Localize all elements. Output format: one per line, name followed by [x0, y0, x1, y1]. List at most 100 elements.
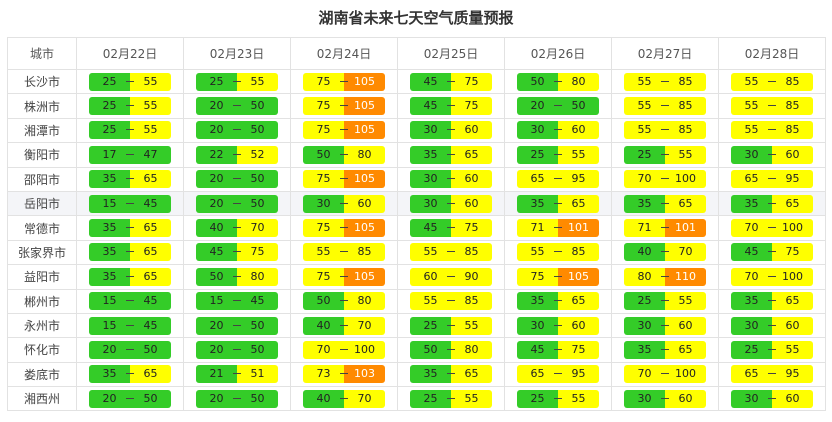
aqi-high-value: 101	[558, 219, 599, 238]
aqi-cell: 35 65	[76, 264, 184, 290]
aqi-high-value: 80	[558, 72, 599, 91]
aqi-range-badge: 15 45	[89, 316, 171, 335]
aqi-range-badge: 22 52	[196, 145, 278, 164]
aqi-high-value: 50	[237, 340, 278, 359]
aqi-low-value: 30	[410, 170, 451, 189]
aqi-high-value: 105	[344, 121, 385, 140]
aqi-high-value: 85	[344, 243, 385, 262]
aqi-cell: 55 85	[718, 93, 826, 119]
aqi-low-value: 40	[196, 219, 237, 238]
aqi-low-value: 45	[196, 243, 237, 262]
aqi-low-value: 45	[410, 97, 451, 116]
aqi-low-value: 20	[196, 316, 237, 335]
aqi-high-value: 60	[772, 145, 813, 164]
aqi-cell: 30 60	[290, 190, 398, 217]
table-row: 邵阳市 35 65 20 50 75 105 30 60 65 95 70 100 65 95	[7, 166, 826, 192]
aqi-high-value: 80	[237, 267, 278, 286]
aqi-high-value: 60	[772, 389, 813, 408]
aqi-high-value: 85	[451, 243, 492, 262]
aqi-cell: 35 65	[504, 190, 612, 217]
aqi-range-badge: 25 55	[410, 316, 492, 335]
aqi-cell: 55 85	[611, 93, 719, 119]
header-date: 02月27日	[611, 37, 719, 70]
aqi-range-badge: 20 50	[196, 121, 278, 140]
aqi-high-value: 55	[558, 389, 599, 408]
aqi-range-badge: 15 45	[89, 292, 171, 311]
aqi-low-value: 35	[89, 170, 130, 189]
aqi-high-value: 85	[772, 72, 813, 91]
aqi-cell: 75 105	[290, 93, 398, 119]
aqi-high-value: 100	[665, 170, 706, 189]
aqi-low-value: 21	[196, 365, 237, 384]
aqi-range-badge: 45 75	[410, 97, 492, 116]
aqi-high-value: 85	[772, 97, 813, 116]
aqi-high-value: 60	[451, 194, 492, 213]
aqi-cell: 15 45	[76, 312, 184, 339]
aqi-cell: 70 100	[611, 361, 719, 388]
aqi-low-value: 70	[303, 340, 344, 359]
aqi-range-badge: 30 60	[303, 194, 385, 213]
aqi-high-value: 50	[237, 194, 278, 213]
aqi-range-badge: 80 110	[624, 267, 706, 286]
aqi-low-value: 30	[517, 316, 558, 335]
aqi-range-badge: 15 45	[89, 194, 171, 213]
aqi-high-value: 75	[772, 243, 813, 262]
aqi-low-value: 55	[410, 243, 451, 262]
aqi-cell: 65 95	[718, 166, 826, 192]
aqi-high-value: 60	[558, 316, 599, 335]
aqi-range-badge: 25 55	[89, 121, 171, 140]
aqi-high-value: 45	[237, 292, 278, 311]
aqi-low-value: 25	[89, 72, 130, 91]
aqi-high-value: 75	[451, 72, 492, 91]
aqi-low-value: 25	[89, 97, 130, 116]
aqi-range-badge: 40 70	[303, 316, 385, 335]
aqi-cell: 30 60	[611, 312, 719, 339]
aqi-low-value: 22	[196, 145, 237, 164]
aqi-high-value: 60	[665, 316, 706, 335]
aqi-low-value: 25	[410, 389, 451, 408]
aqi-cell: 25 55	[611, 288, 719, 314]
aqi-high-value: 60	[451, 121, 492, 140]
aqi-cell: 20 50	[183, 93, 291, 119]
table-row: 衡阳市 17 47 22 52 50 80 35 65 25 55 25 55 30 60	[7, 142, 826, 168]
aqi-cell: 35 65	[76, 215, 184, 241]
aqi-high-value: 80	[344, 145, 385, 164]
aqi-cell: 25 55	[718, 337, 826, 363]
aqi-range-badge: 70 100	[731, 219, 813, 238]
aqi-low-value: 70	[624, 170, 665, 189]
table-row: 娄底市 35 65 21 51 73 103 35 65 65 95 70 100 65 95	[7, 361, 826, 388]
table-row: 张家界市 35 65 45 75 55 85 55 85 55 85 40 70 45 75	[7, 239, 826, 266]
aqi-high-value: 85	[451, 292, 492, 311]
aqi-cell: 45 75	[718, 239, 826, 266]
aqi-high-value: 50	[237, 97, 278, 116]
aqi-low-value: 30	[731, 389, 772, 408]
aqi-range-badge: 35 65	[89, 243, 171, 262]
city-name: 湘潭市	[7, 117, 77, 144]
aqi-low-value: 35	[89, 243, 130, 262]
table-row: 湘潭市 25 55 20 50 75 105 30 60 30 60 55 85 55 85	[7, 117, 826, 144]
aqi-cell: 25 55	[611, 142, 719, 168]
aqi-range-badge: 20 50	[517, 97, 599, 116]
aqi-range-badge: 70 100	[624, 365, 706, 384]
aqi-low-value: 20	[196, 121, 237, 140]
aqi-cell: 60 90	[397, 264, 505, 290]
aqi-low-value: 75	[303, 97, 344, 116]
aqi-range-badge: 20 50	[196, 316, 278, 335]
aqi-low-value: 75	[303, 72, 344, 91]
aqi-range-badge: 15 45	[196, 292, 278, 311]
aqi-low-value: 20	[89, 340, 130, 359]
city-name: 张家界市	[7, 239, 77, 266]
aqi-range-badge: 35 65	[517, 292, 599, 311]
aqi-low-value: 20	[517, 97, 558, 116]
aqi-cell: 30 60	[397, 190, 505, 217]
aqi-cell: 75 105	[290, 117, 398, 144]
aqi-cell: 17 47	[76, 142, 184, 168]
aqi-low-value: 25	[410, 316, 451, 335]
aqi-range-badge: 35 65	[89, 365, 171, 384]
aqi-cell: 65 95	[718, 361, 826, 388]
aqi-range-badge: 30 60	[410, 170, 492, 189]
aqi-low-value: 65	[517, 365, 558, 384]
aqi-range-badge: 20 50	[196, 170, 278, 189]
aqi-cell: 50 80	[504, 68, 612, 95]
aqi-high-value: 60	[665, 389, 706, 408]
